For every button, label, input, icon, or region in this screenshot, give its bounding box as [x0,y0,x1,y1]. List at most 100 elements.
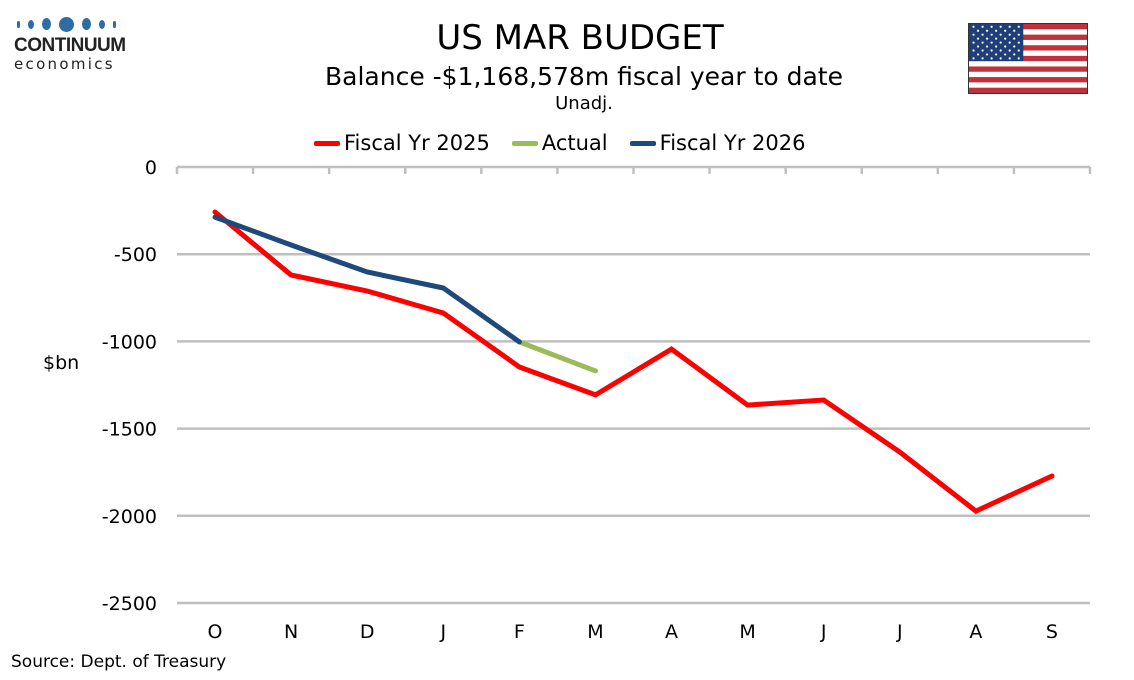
legend-swatch-fy2026 [629,140,656,146]
flag-star [976,29,980,32]
flag-star [999,41,1002,44]
y-tick-label: -2000 [102,506,157,528]
flag-star [972,33,975,36]
series-line-fiscal-yr-2025 [212,209,1055,515]
legend-item-fy2026: Fiscal Yr 2026 [629,131,806,155]
x-tick-label: O [208,621,223,643]
x-tick-label: S [1046,621,1058,643]
flag-star [985,29,989,32]
flag-star [1004,53,1007,56]
flag-star [1008,25,1011,28]
source-note: Source: Dept. of Treasury [11,652,227,672]
series-line-fiscal-yr-2026 [212,214,522,345]
x-tick-label: M [587,621,603,643]
flag-star [976,45,980,48]
flag-star [976,53,980,56]
flag-stripe [969,71,1087,78]
flag-star [976,37,980,40]
flag-star [1017,49,1020,52]
series-line-actual [516,339,598,374]
flag-stripe [969,34,1087,41]
flag-star [1013,45,1016,48]
flag-star [995,37,998,40]
x-tick-label: N [284,621,298,643]
flag-star [985,45,989,48]
flag-star [1017,25,1020,28]
flag-star [990,49,993,52]
flag-star [1004,37,1007,40]
flag-stripe [969,87,1087,93]
y-tick-label: -1000 [102,331,157,353]
y-axis-label: $bn [43,352,79,374]
y-tick-label: -2500 [102,593,157,615]
flag-star [972,25,975,28]
flag-star [1013,29,1016,32]
logo-sub: economics [14,55,115,73]
flag-star [981,49,984,52]
legend-swatch-fy2025 [314,140,340,146]
flag-star [990,33,993,36]
legend-label-actual: Actual [541,131,608,155]
flag-star [999,25,1002,28]
flag-stripe [969,82,1087,88]
y-tick-label: 0 [145,157,157,179]
y-tick-label: -1500 [102,419,157,441]
flag-stripe [969,77,1087,83]
flag-star [1004,29,1007,32]
continuum-economics-logo: CONTINUUM economics [14,14,134,72]
flag-star [981,25,984,28]
flag-stripe [969,61,1087,67]
flag-star [981,33,984,36]
x-tick-label: J [896,621,903,643]
flag-star [995,29,998,32]
chart-subtitle: Balance -$1,168,578m fiscal year to date [325,62,843,91]
flag-star [1004,45,1007,48]
us-flag-icon [968,23,1088,94]
flag-stripe [969,50,1087,57]
x-tick-label: M [739,621,755,643]
flag-star [1017,57,1020,60]
flag-star [981,57,984,60]
x-tick-label: A [665,621,678,643]
flag-stripe [969,66,1087,72]
logo-name: CONTINUUM [14,35,126,56]
flag-star [995,45,998,48]
flag-stripe [969,24,1087,30]
legend-label-fy2026: Fiscal Yr 2026 [659,131,806,155]
flag-star [1008,41,1011,44]
flag-star [1017,33,1020,36]
legend-label-fy2025: Fiscal Yr 2025 [344,131,490,155]
y-tick-label: -500 [114,244,157,266]
x-tick-label: F [514,621,525,643]
chart-title: US MAR BUDGET [436,18,724,58]
flag-stripe [969,39,1087,46]
flag-star [972,57,975,60]
x-tick-label: D [360,621,375,643]
flag-star [1013,53,1016,56]
flag-star [999,57,1002,60]
flag-star [990,57,993,60]
chart-legend: Fiscal Yr 2025 Actual Fiscal Yr 2026 [314,131,827,155]
flag-star [1008,33,1011,36]
x-tick-label: J [820,621,827,643]
legend-swatch-actual [511,140,538,146]
flag-star [1017,41,1020,44]
flag-star [972,41,975,44]
flag-star [985,53,989,56]
flag-star [1013,37,1016,40]
flag-stripe [969,29,1087,35]
x-tick-label: A [969,621,982,643]
logo-dots-icon [17,14,134,34]
flag-stripe [969,55,1087,62]
flag-star [990,41,993,44]
flag-star [972,49,975,52]
flag-star [1008,49,1011,52]
legend-item-fy2025: Fiscal Yr 2025 [314,131,490,155]
x-tick-label: J [439,621,446,643]
flag-star [999,33,1002,36]
chart-note: Unadj. [555,93,613,114]
flag-star [1008,57,1011,60]
flag-star [985,37,989,40]
flag-stripe [969,45,1087,51]
